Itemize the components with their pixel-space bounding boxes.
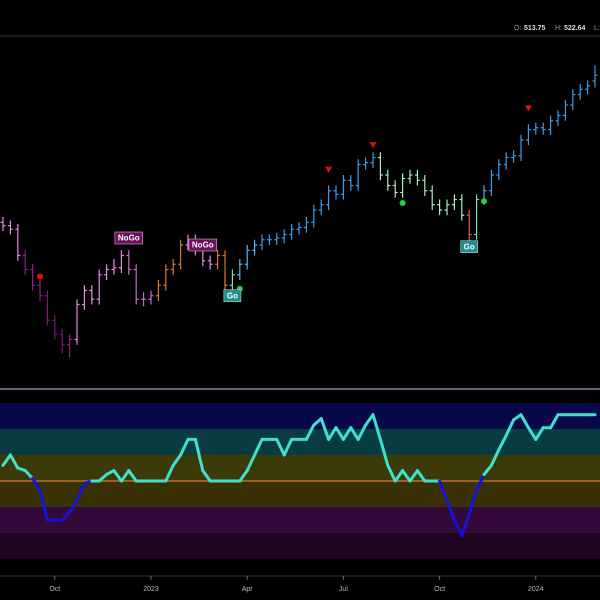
- annotation-box: [460, 240, 479, 253]
- oscillator-segment: [467, 488, 479, 517]
- annotation: Go: [460, 240, 479, 253]
- signal-triangle: [369, 142, 377, 149]
- oscillator-segment: [312, 417, 323, 427]
- signal-triangle: [325, 166, 333, 173]
- x-tick-label: Oct: [434, 586, 445, 593]
- annotation: Go: [223, 289, 242, 302]
- annotation-text: Go: [227, 291, 238, 300]
- oscillator-segment: [526, 426, 538, 441]
- oscillator-segment: [401, 469, 412, 483]
- oscillator-segment: [519, 413, 530, 430]
- signal-triangle: [524, 105, 532, 112]
- band: [0, 507, 600, 533]
- header-label: L:: [594, 25, 600, 32]
- annotation-box: [188, 238, 217, 252]
- oscillator-segment: [452, 518, 464, 538]
- oscillator-segment: [164, 463, 175, 483]
- header-value: 513.75: [524, 25, 546, 32]
- oscillator-segment: [193, 437, 205, 473]
- header-value: 522.64: [564, 25, 586, 32]
- oscillator-segment: [415, 469, 427, 483]
- oscillator-segment: [171, 453, 183, 467]
- annotation-box: [114, 231, 143, 245]
- oscillator-segment: [549, 413, 560, 430]
- band: [0, 481, 600, 507]
- oscillator-segment: [445, 499, 456, 522]
- oscillator-segment: [386, 463, 397, 483]
- header-label: H:: [555, 25, 562, 32]
- oscillator-segment: [238, 469, 249, 483]
- annotation: NoGo: [114, 231, 143, 245]
- x-tick-label: 2024: [528, 586, 544, 593]
- oscillator-segment: [127, 469, 138, 483]
- oscillator-segment: [438, 479, 449, 502]
- oscillator-segment: [475, 473, 486, 492]
- oscillator-segment: [356, 423, 368, 441]
- annotation-text: NoGo: [118, 234, 140, 243]
- oscillator-segment: [512, 413, 523, 422]
- annotation-box: [223, 289, 242, 302]
- oscillator-segment: [31, 476, 42, 492]
- band: [0, 429, 600, 455]
- annotation: NoGo: [188, 238, 217, 252]
- oscillator-segment: [201, 469, 212, 483]
- header-label: O:: [514, 25, 521, 32]
- oscillator-segment: [1, 453, 12, 467]
- oscillator-segment: [371, 413, 382, 441]
- oscillator-segment: [319, 417, 331, 441]
- oscillator-segment: [349, 426, 360, 441]
- oscillator-segment: [245, 453, 257, 473]
- oscillator-segment: [60, 510, 72, 522]
- oscillator-segment: [8, 453, 20, 470]
- x-tick-label: Apr: [242, 586, 254, 593]
- oscillator-segment: [112, 469, 123, 483]
- x-tick-label: Jul: [339, 586, 348, 593]
- x-tick-label: Oct: [49, 586, 60, 593]
- oscillator-segment: [378, 437, 390, 467]
- oscillator-segment: [275, 437, 286, 457]
- signal-dot: [399, 200, 406, 206]
- oscillator-segment: [460, 513, 471, 538]
- oscillator-segment: [497, 434, 508, 452]
- oscillator-segment: [364, 413, 375, 427]
- oscillator-segment: [341, 426, 353, 441]
- oscillator-segment: [75, 482, 86, 502]
- oscillator-segment: [23, 469, 35, 480]
- band: [0, 455, 600, 481]
- band: [0, 403, 600, 429]
- annotation-text: Go: [464, 242, 475, 251]
- oscillator-segment: [282, 437, 294, 457]
- oscillator-segment: [482, 463, 493, 476]
- oscillator-segment: [534, 426, 545, 441]
- oscillator-segment: [68, 499, 79, 514]
- oscillator-segment: [334, 426, 345, 441]
- oscillator-segment: [253, 437, 264, 457]
- band: [0, 533, 600, 559]
- annotation-text: NoGo: [192, 241, 214, 250]
- oscillator-segment: [119, 469, 131, 483]
- oscillator-segment: [327, 426, 338, 441]
- oscillator-segment: [179, 437, 190, 457]
- oscillator-segment: [97, 473, 109, 483]
- oscillator-segment: [38, 488, 49, 522]
- oscillator-segment: [504, 418, 516, 437]
- oscillator-segment: [408, 469, 419, 483]
- oscillator-segment: [304, 423, 316, 441]
- signal-dot: [481, 198, 487, 205]
- oscillator-segment: [393, 469, 405, 483]
- x-tick-label: 2023: [143, 586, 159, 593]
- signal-dot: [37, 273, 43, 280]
- oscillator-segment: [489, 448, 501, 467]
